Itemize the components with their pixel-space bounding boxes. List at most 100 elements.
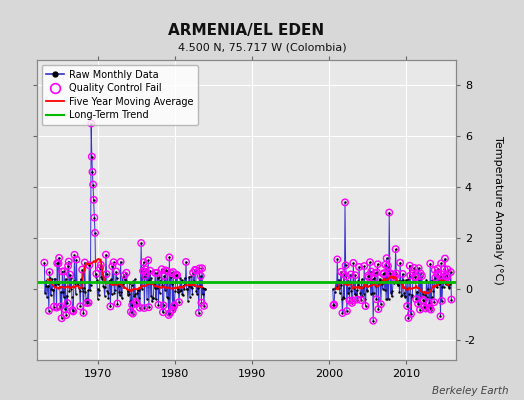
- Point: [182, 259, 190, 265]
- Point: [140, 305, 149, 311]
- Point: [178, 291, 187, 298]
- Point: [440, 284, 448, 290]
- Point: [366, 290, 375, 297]
- Point: [432, 283, 440, 290]
- Point: [109, 281, 117, 287]
- Point: [116, 292, 124, 298]
- Point: [170, 303, 178, 310]
- Point: [398, 271, 407, 277]
- Point: [153, 270, 161, 276]
- Point: [118, 274, 127, 280]
- Point: [377, 301, 385, 308]
- Point: [145, 304, 153, 310]
- Point: [165, 312, 173, 318]
- Point: [67, 275, 75, 282]
- Point: [403, 276, 412, 282]
- Point: [75, 287, 84, 294]
- Point: [387, 272, 395, 278]
- Point: [411, 274, 420, 281]
- Point: [383, 255, 391, 262]
- Point: [158, 266, 166, 272]
- Point: [81, 288, 90, 295]
- Point: [419, 297, 428, 303]
- Point: [332, 278, 340, 285]
- Point: [135, 287, 144, 294]
- Point: [102, 271, 111, 277]
- Point: [348, 297, 357, 304]
- Point: [363, 288, 372, 294]
- Point: [116, 259, 125, 265]
- Point: [53, 260, 61, 266]
- Point: [196, 283, 204, 289]
- Point: [133, 290, 141, 297]
- Point: [425, 304, 434, 311]
- Point: [424, 278, 432, 285]
- Point: [164, 294, 172, 301]
- Point: [86, 282, 95, 288]
- Point: [159, 302, 168, 309]
- Point: [127, 309, 135, 315]
- Point: [200, 303, 208, 309]
- Point: [77, 276, 85, 282]
- Point: [161, 287, 169, 293]
- Point: [132, 299, 140, 305]
- Point: [128, 302, 136, 308]
- Point: [152, 285, 161, 291]
- Point: [96, 262, 105, 268]
- Point: [433, 270, 442, 277]
- Point: [81, 259, 89, 266]
- Point: [49, 286, 58, 293]
- Point: [420, 298, 428, 304]
- Point: [187, 273, 195, 280]
- Point: [338, 310, 346, 316]
- Point: [190, 282, 198, 288]
- Point: [102, 252, 110, 258]
- Point: [158, 282, 167, 288]
- Point: [377, 278, 386, 284]
- Point: [410, 265, 418, 271]
- Point: [437, 260, 445, 267]
- Point: [159, 309, 167, 315]
- Point: [406, 272, 414, 279]
- Point: [431, 274, 440, 281]
- Point: [427, 306, 435, 313]
- Point: [96, 265, 104, 271]
- Point: [99, 283, 107, 290]
- Point: [105, 278, 113, 284]
- Point: [133, 300, 141, 307]
- Point: [345, 298, 354, 304]
- Point: [121, 272, 129, 278]
- Point: [394, 282, 402, 288]
- Point: [397, 278, 405, 284]
- Point: [168, 307, 177, 313]
- Point: [201, 286, 210, 293]
- Point: [42, 277, 50, 284]
- Point: [378, 280, 386, 287]
- Point: [134, 287, 142, 293]
- Point: [341, 199, 349, 206]
- Point: [394, 282, 402, 288]
- Point: [65, 288, 73, 294]
- Point: [173, 272, 181, 278]
- Point: [400, 294, 409, 300]
- Point: [352, 292, 360, 298]
- Point: [67, 286, 75, 292]
- Point: [336, 282, 345, 288]
- Point: [166, 310, 174, 316]
- Point: [435, 273, 444, 279]
- Point: [51, 281, 59, 288]
- Point: [88, 154, 96, 160]
- Point: [119, 284, 128, 290]
- Point: [128, 302, 136, 308]
- Point: [176, 275, 184, 281]
- Point: [351, 272, 359, 278]
- Point: [167, 270, 176, 276]
- Point: [392, 270, 400, 276]
- Point: [69, 308, 78, 315]
- Point: [108, 263, 116, 270]
- Point: [116, 259, 125, 265]
- Point: [107, 291, 116, 298]
- Point: [337, 268, 345, 275]
- Point: [147, 293, 155, 299]
- Point: [168, 307, 177, 313]
